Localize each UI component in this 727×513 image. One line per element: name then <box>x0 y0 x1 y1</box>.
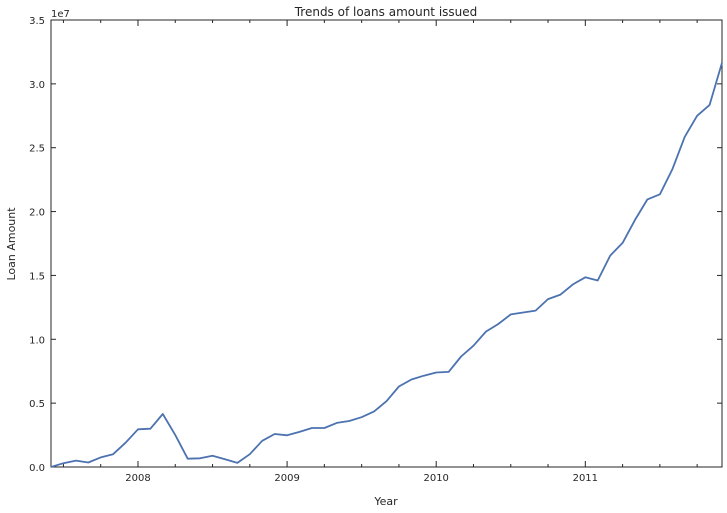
x-tick-label: 2008 <box>125 473 150 484</box>
y-tick-label: 3.0 <box>29 80 45 91</box>
ticks-group: 0.0 0.5 1.0 1.5 2.0 2.5 3.0 3.5 2008 2009 2010 2011 <box>29 16 722 484</box>
y-tick-label: 2.0 <box>29 208 45 219</box>
y-tick-label: 1.5 <box>29 271 45 282</box>
y-axis-title: Loan Amount <box>5 207 18 281</box>
y-tick-label: 2.5 <box>29 144 45 155</box>
series-line <box>50 62 723 468</box>
y-tick-label: 3.5 <box>29 16 45 27</box>
y-tick-label: 0.5 <box>29 399 45 410</box>
x-tick-label: 2011 <box>573 473 598 484</box>
series-group <box>50 62 723 468</box>
y-tick-label: 1.0 <box>29 335 45 346</box>
chart-title: Trends of loans amount issued <box>294 5 478 19</box>
x-tick-label: 2010 <box>423 473 448 484</box>
x-axis-title: Year <box>373 495 398 508</box>
y-offset-label: 1e7 <box>51 9 70 20</box>
y-tick-label: 0.0 <box>29 463 45 474</box>
plot-frame <box>50 19 723 468</box>
x-tick-label: 2009 <box>274 473 299 484</box>
